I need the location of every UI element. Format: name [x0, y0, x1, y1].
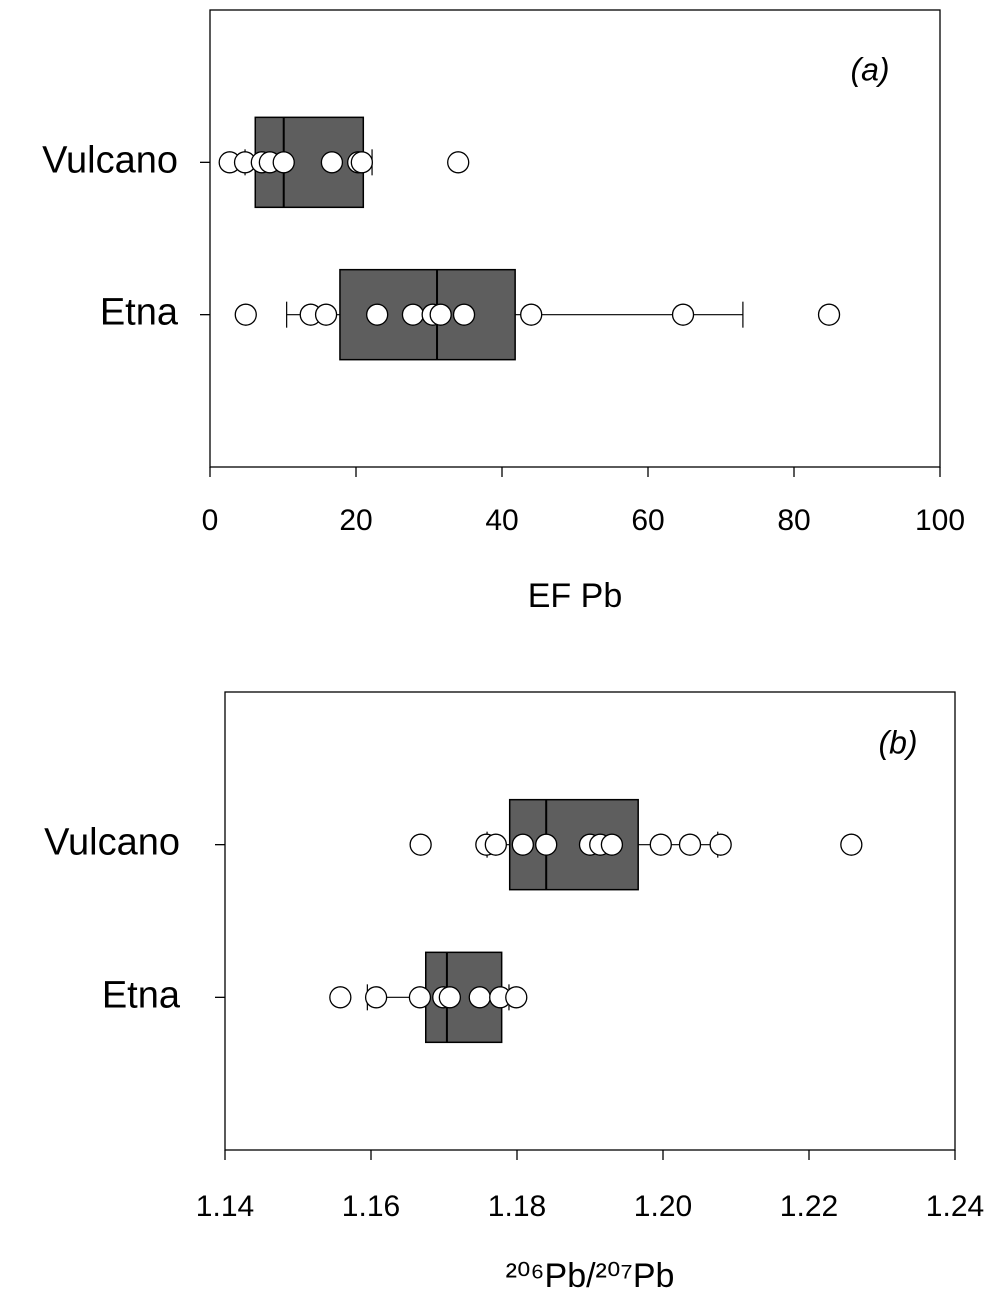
x-tick-label: 100 [915, 504, 965, 537]
x-tick-label: 20 [339, 504, 372, 537]
data-point [429, 303, 452, 326]
plot-frame [224, 691, 956, 1151]
data-point [329, 986, 352, 1009]
data-point [678, 833, 702, 856]
data-point [234, 303, 257, 326]
x-tick-label: 60 [631, 504, 664, 537]
x-tick-label: 1.16 [342, 1190, 400, 1223]
x-tick-label: 40 [485, 504, 518, 537]
data-point [709, 833, 732, 856]
x-tick-label: 1.20 [634, 1190, 692, 1223]
data-point [314, 303, 338, 326]
x-tick-label: 1.24 [926, 1190, 984, 1223]
data-point [409, 833, 432, 856]
data-point [364, 986, 388, 1009]
x-axis-label: ²⁰⁶Pb/²⁰⁷Pb [506, 1257, 675, 1295]
x-tick-label: 1.22 [780, 1190, 838, 1223]
x-tick-label: 1.14 [196, 1190, 254, 1223]
y-tick-label: Vulcano [42, 139, 178, 181]
data-point [366, 303, 389, 326]
data-point [401, 303, 425, 326]
data-point [535, 833, 558, 856]
data-point [447, 151, 470, 174]
panel-label: (b) [878, 724, 917, 760]
data-point [468, 986, 491, 1009]
data-point [408, 986, 432, 1009]
data-point [484, 833, 507, 856]
data-point [671, 303, 695, 326]
data-point [272, 151, 295, 174]
data-point [817, 303, 841, 326]
data-point [840, 833, 863, 856]
panel-label: (a) [850, 51, 889, 87]
x-tick-label: 80 [777, 504, 810, 537]
data-point [520, 303, 543, 326]
y-tick-label: Etna [102, 974, 181, 1016]
data-point [505, 986, 528, 1009]
data-point [350, 151, 373, 174]
data-point [452, 303, 476, 326]
data-point [320, 151, 344, 174]
x-tick-label: 0 [202, 504, 219, 537]
x-axis-label: EF Pb [528, 577, 622, 615]
y-tick-label: Vulcano [44, 822, 180, 864]
plot-frame [209, 9, 941, 468]
x-tick-label: 1.18 [488, 1190, 546, 1223]
data-point [438, 986, 461, 1009]
data-point [649, 833, 672, 856]
data-point [600, 833, 624, 856]
y-tick-label: Etna [100, 292, 179, 334]
data-point [511, 833, 534, 856]
